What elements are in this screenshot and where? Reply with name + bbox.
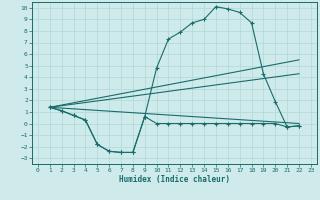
X-axis label: Humidex (Indice chaleur): Humidex (Indice chaleur) [119,175,230,184]
